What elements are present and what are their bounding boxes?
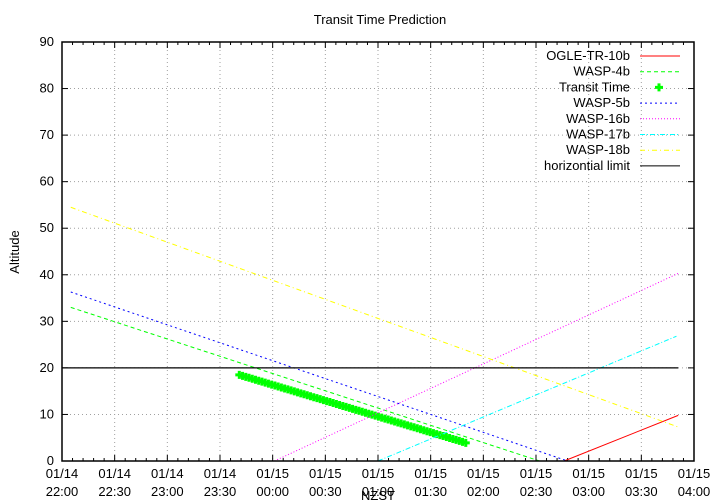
legend-label: WASP-5b	[573, 95, 630, 110]
x-tick-label-date: 01/15	[678, 466, 711, 481]
x-tick-label-time: 02:30	[520, 484, 553, 499]
y-tick-label: 60	[40, 174, 54, 189]
x-tick-label-date: 01/15	[256, 466, 289, 481]
legend-marker	[655, 83, 663, 92]
x-tick-label-date: 01/15	[467, 466, 500, 481]
legend-label: Transit Time	[559, 79, 630, 94]
x-tick-label-time: 01:30	[414, 484, 447, 499]
legend-label: WASP-17b	[566, 127, 630, 142]
x-tick-label-date: 01/14	[151, 466, 184, 481]
x-tick-label-date: 01/15	[625, 466, 658, 481]
series-line-wasp-4b	[70, 306, 540, 462]
x-axis-label: NZST	[361, 488, 395, 503]
y-tick-label: 40	[40, 267, 54, 282]
x-tick-label-time: 00:30	[309, 484, 342, 499]
y-tick-label: 80	[40, 81, 54, 96]
legend-label: OGLE-TR-10b	[546, 48, 630, 63]
transit-time-marker	[461, 438, 470, 447]
x-tick-label-time: 00:00	[256, 484, 289, 499]
x-tick-label-date: 01/14	[46, 466, 79, 481]
y-tick-label: 30	[40, 313, 54, 328]
x-tick-label-date: 01/14	[98, 466, 131, 481]
x-tick-label-time: 23:30	[204, 484, 237, 499]
plot-border	[61, 41, 695, 462]
x-tick-label-time: 22:30	[98, 484, 131, 499]
x-tick-label-time: 03:30	[625, 484, 658, 499]
series-line-ogle-tr-10b	[563, 414, 679, 462]
series-line-wasp-18b	[70, 206, 679, 428]
legend-label: WASP-18b	[566, 142, 630, 157]
series-line-wasp-17b	[377, 335, 677, 462]
x-tick-label-time: 23:00	[151, 484, 184, 499]
x-tick-label-time: 02:00	[467, 484, 500, 499]
x-tick-label-date: 01/14	[204, 466, 237, 481]
x-tick-label-date: 01/15	[362, 466, 395, 481]
series-line-wasp-16b	[274, 272, 679, 462]
x-tick-label-date: 01/15	[309, 466, 342, 481]
series-line-wasp-5b	[70, 291, 568, 462]
y-tick-label: 10	[40, 406, 54, 421]
x-tick-label-time: 04:00	[678, 484, 711, 499]
y-tick-label: 20	[40, 360, 54, 375]
y-tick-label: 0	[47, 453, 54, 468]
legend-label: WASP-4b	[573, 64, 630, 79]
y-tick-label: 90	[40, 34, 54, 49]
legend-label: horizontial limit	[544, 158, 630, 173]
legend-label: WASP-16b	[566, 111, 630, 126]
x-tick-label-date: 01/15	[572, 466, 605, 481]
x-tick-label-date: 01/15	[520, 466, 553, 481]
y-tick-label: 50	[40, 220, 54, 235]
y-tick-label: 70	[40, 127, 54, 142]
x-tick-label-time: 22:00	[46, 484, 79, 499]
x-tick-label-time: 03:00	[572, 484, 605, 499]
x-tick-label-time: 01:00	[362, 484, 395, 499]
chart-title: Transit Time Prediction	[313, 12, 447, 27]
y-axis-label: Altitude	[7, 230, 22, 273]
x-tick-label-date: 01/15	[414, 466, 447, 481]
